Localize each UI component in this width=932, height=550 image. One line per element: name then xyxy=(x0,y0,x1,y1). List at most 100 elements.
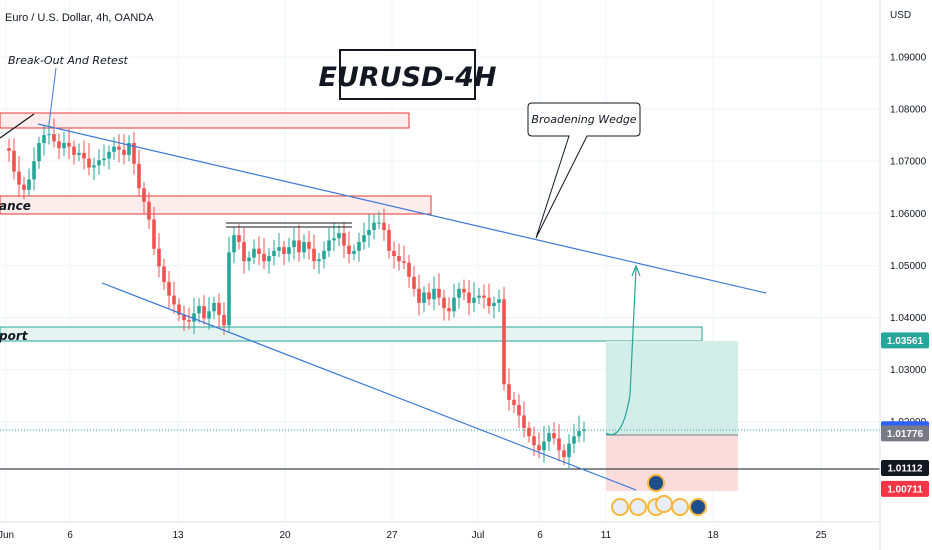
candle-body xyxy=(377,222,381,224)
economic-events[interactable] xyxy=(611,474,707,516)
candle-body xyxy=(467,292,471,303)
candles xyxy=(7,118,586,470)
candle-body xyxy=(442,297,446,309)
candle-body xyxy=(122,149,126,155)
candle-body xyxy=(337,233,341,239)
us-flag-icon[interactable] xyxy=(655,495,673,513)
projection-arrowhead xyxy=(631,264,641,277)
candle-body xyxy=(52,134,56,142)
price-tick-label: 1.03000 xyxy=(890,365,927,376)
candle-body xyxy=(117,146,121,150)
candle-body xyxy=(557,438,561,451)
candle-body xyxy=(207,311,211,319)
candle-body xyxy=(177,304,181,315)
chart-label: EURUSD-4H xyxy=(318,62,496,93)
breakout-label: Break-Out And Retest xyxy=(8,54,129,67)
candle-body xyxy=(472,297,476,303)
candle-body xyxy=(487,297,491,307)
candle-body xyxy=(27,179,31,190)
price-badge xyxy=(881,425,929,442)
candle-body xyxy=(297,240,301,253)
candle-body xyxy=(517,405,521,416)
support-label: port xyxy=(0,329,29,343)
candle-body xyxy=(552,433,556,439)
candle-body xyxy=(362,235,366,242)
breakout-pointer xyxy=(48,67,57,125)
candle-body xyxy=(452,297,456,312)
time-tick-label: 20 xyxy=(279,530,291,541)
price-badge xyxy=(881,332,929,349)
candle-body xyxy=(547,433,551,442)
candle-body xyxy=(367,229,371,236)
time-tick-label: Jun xyxy=(0,530,14,541)
chart-label-box xyxy=(339,49,476,100)
candle-body xyxy=(252,248,256,258)
candle-body xyxy=(567,443,571,458)
time-tick-label: 27 xyxy=(386,530,398,541)
candle-body xyxy=(67,142,71,147)
candle-body xyxy=(492,302,496,307)
candle-body xyxy=(432,288,436,300)
candle-body xyxy=(247,257,251,262)
candle-body xyxy=(42,135,46,143)
candle-body xyxy=(277,247,281,251)
target-zone xyxy=(606,341,738,435)
us-flag-icon[interactable] xyxy=(629,498,647,516)
candle-body xyxy=(107,151,111,159)
wedge-upper-line[interactable] xyxy=(37,123,767,294)
candle-body xyxy=(87,158,91,168)
time-axis[interactable]: Jun 6 13 20 27 Jul 6 11 18 25 xyxy=(0,530,827,541)
candle-body xyxy=(417,288,421,303)
candle-body xyxy=(182,314,186,321)
price-badge xyxy=(881,459,929,476)
candle-body xyxy=(227,252,231,326)
wedge-lower-line[interactable] xyxy=(101,282,637,491)
candle-body xyxy=(92,165,96,168)
candle-body xyxy=(457,288,461,298)
candle-body xyxy=(427,292,431,300)
candle-body xyxy=(562,450,566,458)
candle-body xyxy=(352,250,356,254)
time-tick-label: 6 xyxy=(67,530,73,541)
price-badge xyxy=(881,480,929,497)
candle-body xyxy=(112,146,116,152)
price-tick-label: 1.06000 xyxy=(890,209,927,220)
candle-body xyxy=(292,240,296,248)
candle-body xyxy=(202,306,206,319)
candle-body xyxy=(507,384,511,400)
price-badge-label: 1.01776 xyxy=(887,429,924,440)
us-flag-icon[interactable] xyxy=(671,498,689,516)
candle-body xyxy=(402,261,406,263)
candle-body xyxy=(532,436,536,446)
price-tick-label: 1.07000 xyxy=(890,157,927,168)
candle-body xyxy=(512,399,516,406)
price-tick-label: 1.09000 xyxy=(890,53,927,64)
candle-body xyxy=(257,248,261,254)
candle-body xyxy=(232,235,236,253)
candle-body xyxy=(387,229,391,251)
candle-body xyxy=(187,320,191,322)
candle-body xyxy=(22,184,26,190)
candle-body xyxy=(237,235,241,242)
price-badge-label: 1.01112 xyxy=(887,463,922,474)
candle-body xyxy=(12,150,16,172)
resistance-label: ance xyxy=(0,199,31,213)
candle-body xyxy=(7,148,11,151)
candle-body xyxy=(397,256,401,262)
time-tick-label: 6 xyxy=(537,530,543,541)
candle-body xyxy=(262,253,266,262)
eu-flag-icon[interactable] xyxy=(647,474,665,492)
candle-body xyxy=(72,146,76,155)
candle-body xyxy=(167,282,171,296)
candle-body xyxy=(447,308,451,312)
candle-body xyxy=(57,141,61,149)
symbol-title: Euro / U.S. Dollar, 4h, OANDA xyxy=(5,12,154,24)
us-flag-icon[interactable] xyxy=(611,498,629,516)
candle-body xyxy=(212,302,216,312)
candle-body xyxy=(302,241,306,253)
eu-flag-icon[interactable] xyxy=(689,498,707,516)
candle-body xyxy=(102,158,106,161)
candle-body xyxy=(537,445,541,451)
candle-body xyxy=(97,160,101,166)
